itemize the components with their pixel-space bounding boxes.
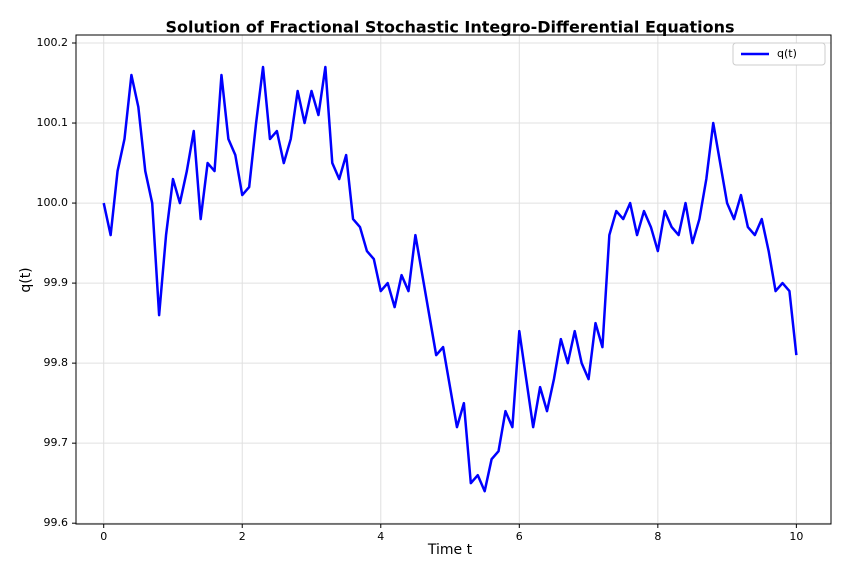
- x-tick-label: 6: [516, 530, 523, 543]
- plot-frame: [75, 34, 832, 525]
- y-tick-label: 100.0: [37, 196, 69, 209]
- x-tick-label: 8: [654, 530, 661, 543]
- y-tick-label: 100.2: [37, 36, 69, 49]
- y-tick-label: 99.7: [44, 436, 69, 449]
- legend-label: q(t): [777, 47, 797, 60]
- y-tick-label: 99.6: [44, 516, 69, 529]
- chart-title: Solution of Fractional Stochastic Integr…: [165, 18, 734, 37]
- y-tick-label: 100.1: [37, 116, 69, 129]
- x-tick-label: 0: [100, 530, 107, 543]
- y-axis-label: q(t): [18, 267, 34, 292]
- x-tick-label: 4: [377, 530, 384, 543]
- legend-box: [732, 42, 826, 66]
- y-tick-label: 99.9: [44, 276, 69, 289]
- x-tick-label: 10: [789, 530, 803, 543]
- data-line: [102, 65, 798, 493]
- y-tick-label: 99.8: [44, 356, 69, 369]
- x-tick-label: 2: [239, 530, 246, 543]
- x-axis-label: Time t: [427, 542, 473, 558]
